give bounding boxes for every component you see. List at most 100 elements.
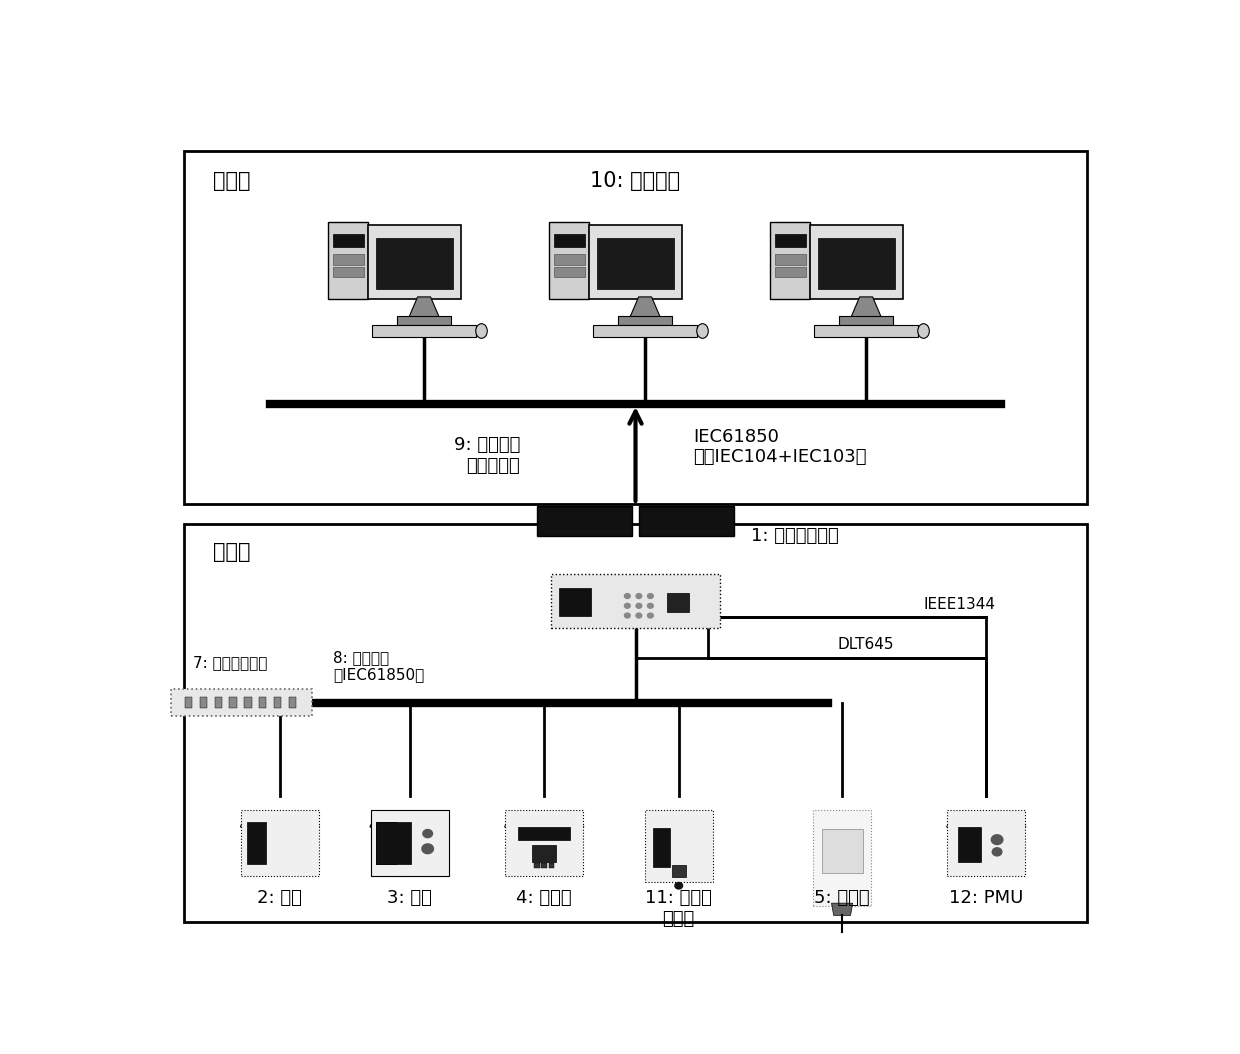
Text: IEEE1344: IEEE1344 [924, 597, 996, 611]
Polygon shape [946, 813, 1025, 827]
Circle shape [636, 603, 642, 608]
FancyBboxPatch shape [371, 809, 449, 876]
Circle shape [625, 603, 630, 608]
FancyBboxPatch shape [553, 254, 585, 265]
FancyBboxPatch shape [619, 316, 672, 325]
FancyBboxPatch shape [376, 238, 453, 290]
Text: 10: 主站系统: 10: 主站系统 [590, 171, 681, 191]
FancyBboxPatch shape [376, 822, 410, 863]
FancyBboxPatch shape [184, 524, 1087, 922]
FancyBboxPatch shape [959, 826, 982, 862]
Text: 8: 通信总线
（IEC61850）: 8: 通信总线 （IEC61850） [332, 650, 424, 682]
FancyBboxPatch shape [537, 506, 631, 535]
FancyBboxPatch shape [185, 697, 192, 708]
FancyBboxPatch shape [553, 234, 585, 247]
Text: 7: 以太网交换机: 7: 以太网交换机 [193, 656, 268, 670]
FancyBboxPatch shape [822, 828, 863, 873]
Circle shape [636, 593, 642, 599]
FancyBboxPatch shape [839, 316, 893, 325]
FancyBboxPatch shape [534, 863, 539, 868]
Circle shape [647, 613, 653, 618]
Text: 2: 测控: 2: 测控 [258, 890, 303, 907]
FancyBboxPatch shape [397, 316, 451, 325]
FancyBboxPatch shape [775, 267, 806, 277]
FancyBboxPatch shape [229, 697, 237, 708]
FancyBboxPatch shape [241, 809, 319, 876]
FancyBboxPatch shape [667, 593, 688, 611]
Ellipse shape [697, 324, 708, 338]
FancyBboxPatch shape [368, 226, 460, 299]
Text: 12: PMU: 12: PMU [949, 890, 1023, 907]
FancyBboxPatch shape [598, 238, 673, 290]
Text: 4: 录波器: 4: 录波器 [516, 890, 572, 907]
FancyBboxPatch shape [770, 222, 811, 298]
FancyBboxPatch shape [376, 822, 397, 863]
FancyBboxPatch shape [542, 863, 547, 868]
FancyBboxPatch shape [589, 226, 682, 299]
Circle shape [636, 613, 642, 618]
FancyBboxPatch shape [259, 697, 267, 708]
FancyBboxPatch shape [549, 222, 589, 298]
Circle shape [625, 593, 630, 599]
FancyBboxPatch shape [247, 822, 267, 863]
Circle shape [992, 847, 1002, 856]
FancyBboxPatch shape [200, 697, 207, 708]
FancyBboxPatch shape [244, 697, 252, 708]
FancyBboxPatch shape [594, 325, 697, 337]
FancyBboxPatch shape [818, 238, 895, 290]
Polygon shape [370, 813, 449, 827]
FancyBboxPatch shape [551, 574, 720, 627]
Circle shape [625, 613, 630, 618]
FancyBboxPatch shape [215, 697, 222, 708]
Circle shape [675, 882, 682, 889]
FancyBboxPatch shape [372, 325, 476, 337]
FancyBboxPatch shape [532, 845, 556, 862]
FancyBboxPatch shape [645, 809, 713, 881]
FancyBboxPatch shape [332, 234, 363, 247]
FancyBboxPatch shape [775, 234, 806, 247]
FancyBboxPatch shape [559, 588, 590, 617]
Polygon shape [851, 297, 882, 317]
FancyBboxPatch shape [811, 226, 903, 299]
Polygon shape [370, 813, 449, 827]
Text: 1: 智能远动模块: 1: 智能远动模块 [751, 527, 838, 545]
Text: IEC61850
（或IEC104+IEC103）: IEC61850 （或IEC104+IEC103） [693, 428, 867, 467]
FancyBboxPatch shape [652, 828, 671, 866]
Polygon shape [505, 813, 584, 827]
FancyBboxPatch shape [548, 863, 554, 868]
Polygon shape [649, 813, 709, 824]
FancyBboxPatch shape [672, 865, 686, 877]
Text: 9: 厂站数据
（至调度）: 9: 厂站数据 （至调度） [454, 435, 521, 474]
Ellipse shape [476, 324, 487, 338]
FancyBboxPatch shape [184, 151, 1087, 504]
Circle shape [422, 844, 434, 854]
Text: 5: 电度表: 5: 电度表 [815, 890, 870, 907]
FancyBboxPatch shape [274, 697, 281, 708]
FancyBboxPatch shape [327, 222, 368, 298]
Polygon shape [832, 903, 853, 915]
Polygon shape [630, 297, 660, 317]
FancyBboxPatch shape [505, 809, 583, 876]
FancyBboxPatch shape [518, 826, 570, 840]
FancyBboxPatch shape [371, 809, 449, 876]
FancyBboxPatch shape [289, 697, 296, 708]
Circle shape [991, 835, 1003, 844]
Text: 3: 保护: 3: 保护 [387, 890, 432, 907]
Text: 11: 在线监
测设备: 11: 在线监 测设备 [645, 890, 712, 929]
FancyBboxPatch shape [640, 506, 734, 535]
Circle shape [423, 829, 433, 838]
Text: DLT645: DLT645 [837, 638, 894, 652]
FancyBboxPatch shape [775, 254, 806, 265]
Circle shape [647, 593, 653, 599]
FancyBboxPatch shape [332, 267, 363, 277]
FancyBboxPatch shape [171, 689, 311, 717]
FancyBboxPatch shape [812, 809, 872, 905]
Polygon shape [409, 297, 439, 317]
Circle shape [647, 603, 653, 608]
Ellipse shape [918, 324, 929, 338]
Text: 调度端: 调度端 [213, 171, 250, 191]
FancyBboxPatch shape [947, 809, 1025, 876]
Polygon shape [241, 813, 320, 827]
Text: 厂站端: 厂站端 [213, 542, 250, 562]
FancyBboxPatch shape [553, 267, 585, 277]
